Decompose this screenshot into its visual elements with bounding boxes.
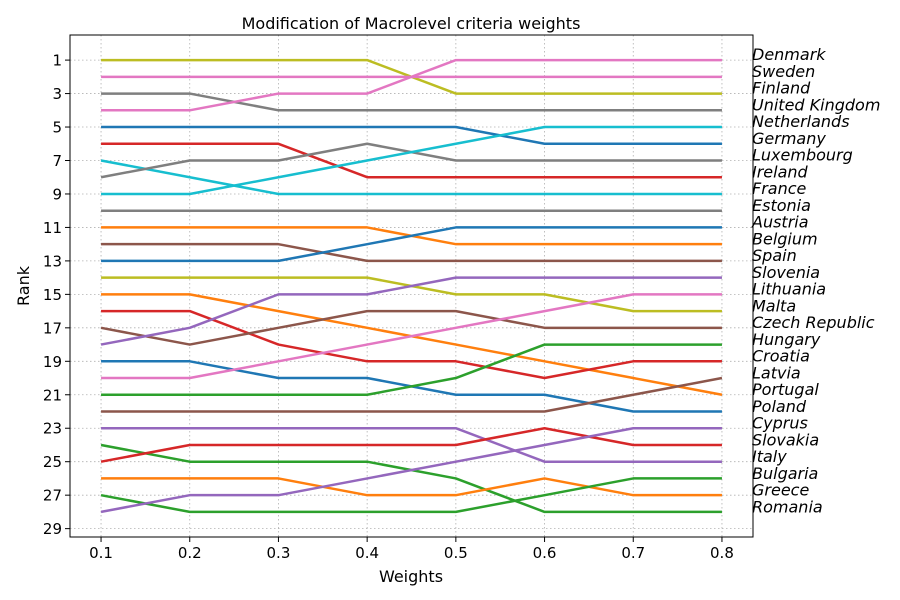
series-line (100, 426, 722, 514)
series-line (101, 343, 722, 397)
x-axis-title: Weights (379, 567, 443, 586)
x-tick-label: 0.6 (533, 544, 557, 562)
series-line (101, 125, 722, 146)
legend-label: Lithuania (752, 280, 826, 299)
y-tick-label: 27 (43, 487, 62, 505)
y-tick-label: 19 (43, 353, 62, 371)
x-tick-label: 0.3 (267, 544, 291, 562)
chart-title: Modification of Macrolevel criteria weig… (242, 14, 581, 33)
legend-label: Italy (752, 447, 787, 466)
y-tick-label: 9 (52, 185, 62, 203)
legend-label: Belgium (752, 229, 818, 248)
y-axis-title: Rank (14, 265, 33, 306)
legend-label: United Kingdom (752, 95, 880, 114)
series-line (100, 276, 722, 346)
legend-label: Austria (751, 213, 809, 232)
legend-label: Germany (752, 129, 826, 148)
series-line (101, 242, 722, 263)
series-line (101, 226, 722, 263)
series-line (101, 426, 722, 463)
series-line (101, 125, 722, 196)
legend-label: Spain (752, 246, 797, 265)
legend-label: Ireland (752, 162, 809, 181)
series-line (101, 58, 722, 112)
legend-label: Netherlands (752, 112, 850, 131)
series-line (100, 477, 722, 514)
series-line (101, 92, 722, 112)
legend-label: Slovakia (752, 430, 819, 449)
legend-label: Hungary (752, 330, 821, 349)
y-tick-label: 17 (43, 319, 62, 337)
x-tick-label: 0.7 (621, 544, 645, 562)
legend-label: Poland (752, 397, 807, 416)
legend-label: Estonia (752, 196, 811, 215)
legend-label: Croatia (752, 347, 810, 366)
x-tick-label: 0.5 (444, 544, 468, 562)
legend-label: Luxembourg (752, 146, 853, 165)
legend-label: Romania (752, 497, 823, 516)
x-tick-label: 0.8 (710, 544, 734, 562)
series-line (101, 142, 722, 179)
series-lines (100, 58, 723, 514)
plot-frame (69, 34, 754, 538)
legend-label: Czech Republic (752, 313, 875, 332)
legend-label: Malta (752, 296, 796, 315)
legend-label: Greece (752, 481, 809, 500)
legend-label: Latvia (752, 363, 801, 382)
legend-label: Bulgaria (752, 464, 818, 483)
y-tick-label: 15 (43, 286, 62, 304)
y-tick-label: 23 (43, 420, 62, 438)
y-tick-label: 29 (43, 520, 62, 538)
series-line (101, 376, 723, 413)
x-tick-label: 0.4 (355, 544, 379, 562)
legend-label: Cyprus (752, 414, 808, 433)
legend-label: Finland (752, 79, 811, 98)
legend-label: Sweden (752, 62, 815, 81)
y-tick-label: 5 (52, 119, 62, 137)
series-line (100, 426, 722, 463)
legend-label: Portugal (752, 380, 819, 399)
y-tick-label: 21 (43, 386, 62, 404)
series-line (101, 309, 722, 380)
legend-label: France (752, 179, 807, 198)
x-axis-ticks: 0.1 0.2 0.3 0.4 0.5 0.6 0.7 0.8 (89, 537, 734, 562)
legend-label: Slovenia (752, 263, 820, 282)
y-tick-label: 11 (43, 219, 62, 237)
y-tick-label: 13 (43, 252, 62, 270)
legend-label: Denmark (752, 45, 826, 64)
series-line (100, 159, 722, 196)
y-tick-label: 3 (52, 85, 62, 103)
series-line (101, 477, 722, 497)
series-line (101, 293, 722, 380)
y-tick-label: 7 (52, 152, 62, 170)
y-tick-label: 1 (52, 52, 62, 70)
x-tick-label: 0.2 (178, 544, 202, 562)
y-tick-label: 25 (43, 453, 62, 471)
series-line (100, 309, 722, 346)
x-tick-label: 0.1 (89, 544, 113, 562)
